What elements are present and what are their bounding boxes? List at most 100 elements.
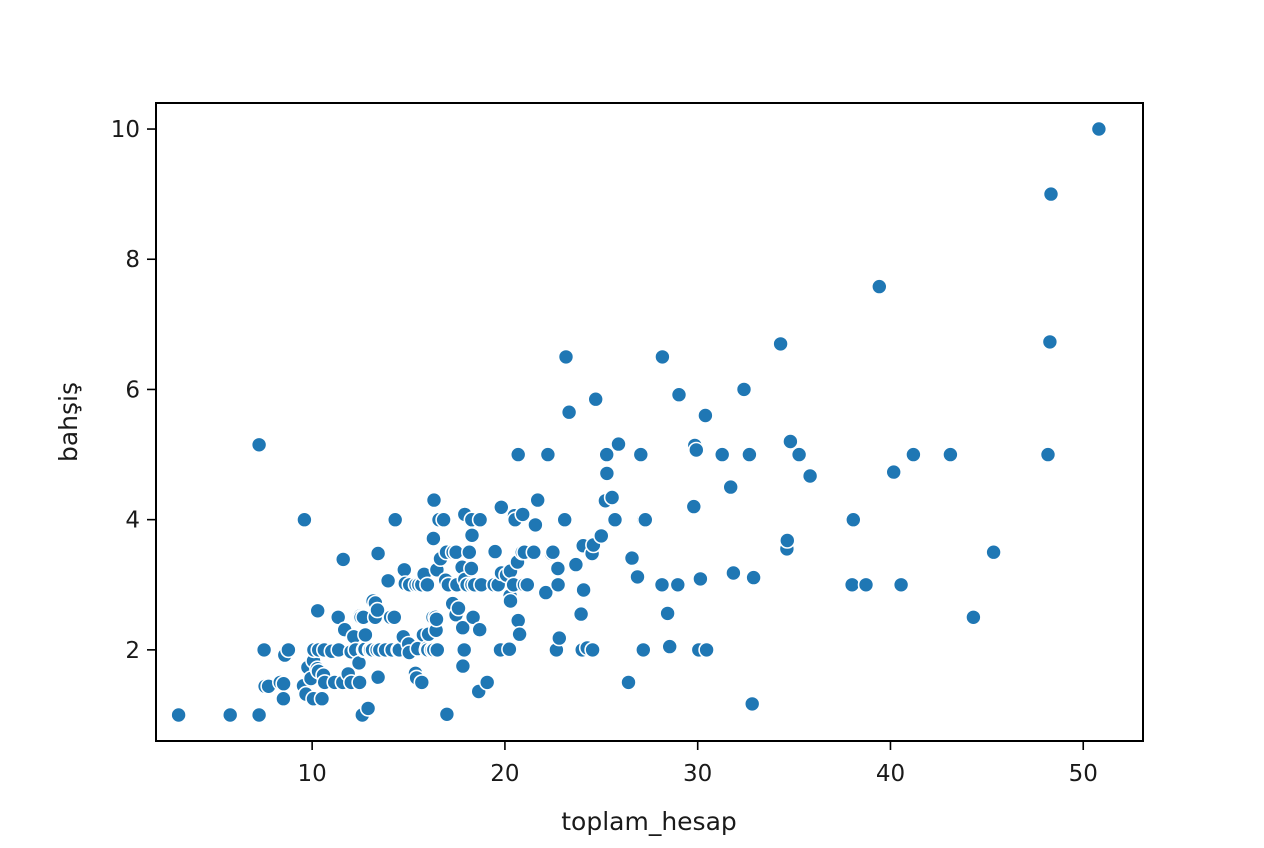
data-point <box>885 463 903 481</box>
x-axis-label: toplam_hesap <box>561 807 737 836</box>
data-point <box>359 700 377 717</box>
data-point <box>250 706 268 724</box>
data-point <box>659 605 676 622</box>
data-point <box>722 478 740 496</box>
points-layer <box>170 120 1108 724</box>
data-point <box>550 629 568 647</box>
data-point <box>309 602 327 620</box>
data-point <box>529 491 547 509</box>
data-point <box>801 467 819 485</box>
data-point <box>428 610 445 628</box>
y-tick-label: 6 <box>125 377 140 403</box>
data-point <box>653 576 671 594</box>
y-tick-label: 4 <box>125 508 140 534</box>
data-point <box>514 506 532 523</box>
data-point <box>782 433 799 450</box>
data-point <box>654 348 671 366</box>
data-point <box>509 612 527 629</box>
data-point <box>395 561 413 579</box>
data-point <box>471 621 489 639</box>
data-point <box>857 576 875 594</box>
data-point <box>527 516 544 534</box>
data-point <box>460 543 478 561</box>
data-point <box>255 641 273 659</box>
x-axis: 10 20 30 40 50 <box>298 741 1098 787</box>
x-tick-label: 40 <box>876 761 905 787</box>
data-point <box>575 581 592 599</box>
y-tick-label: 10 <box>111 117 140 143</box>
data-point <box>419 576 436 594</box>
data-point <box>743 695 761 713</box>
data-point <box>713 446 731 463</box>
data-point <box>296 511 313 529</box>
data-point <box>965 608 982 626</box>
data-point <box>525 543 543 561</box>
data-point <box>250 436 268 454</box>
data-point <box>620 674 637 691</box>
data-point <box>450 599 467 617</box>
data-point <box>463 560 480 577</box>
data-point <box>687 441 705 459</box>
data-point <box>572 605 590 623</box>
data-point <box>670 386 688 404</box>
data-point <box>369 668 387 686</box>
data-point <box>313 690 331 708</box>
data-point <box>692 570 709 588</box>
x-tick-label: 20 <box>490 761 519 787</box>
x-tick-label: 30 <box>683 761 712 787</box>
data-point <box>537 584 555 601</box>
data-point <box>544 543 562 561</box>
data-point <box>741 446 758 463</box>
data-point <box>556 511 574 529</box>
data-point <box>369 545 387 562</box>
x-tick-label: 50 <box>1069 761 1098 787</box>
y-axis-label: bahşiş <box>54 382 83 462</box>
data-point <box>413 674 431 691</box>
data-point <box>606 511 624 529</box>
data-point <box>560 403 578 421</box>
y-tick-label: 2 <box>125 638 140 664</box>
data-point <box>685 498 703 515</box>
data-point <box>697 407 714 424</box>
data-point <box>454 619 472 637</box>
data-point <box>632 446 650 463</box>
y-axis: 2 4 6 8 10 <box>111 117 156 664</box>
data-point <box>698 641 715 659</box>
data-point <box>1041 333 1059 351</box>
data-point <box>492 498 510 516</box>
data-point <box>843 576 861 594</box>
data-point <box>603 489 621 506</box>
data-point <box>221 706 239 724</box>
data-point <box>334 551 352 568</box>
data-point <box>386 511 404 529</box>
data-point <box>425 491 443 509</box>
data-point <box>985 543 1002 561</box>
data-point <box>584 641 601 659</box>
data-point <box>772 335 789 353</box>
data-point <box>425 530 442 547</box>
x-tick-label: 10 <box>298 761 327 787</box>
data-point <box>623 549 641 567</box>
data-point <box>509 446 527 463</box>
data-point <box>463 526 481 544</box>
data-point <box>502 592 519 610</box>
data-point <box>486 543 504 560</box>
data-point <box>435 511 452 529</box>
data-point <box>598 446 616 463</box>
data-point <box>511 625 528 643</box>
data-point <box>629 568 646 586</box>
data-point <box>539 446 557 463</box>
data-point <box>870 278 888 295</box>
data-point <box>610 435 627 453</box>
data-point <box>280 641 297 659</box>
data-point <box>905 446 922 463</box>
data-point <box>598 465 616 482</box>
data-point <box>351 674 368 691</box>
data-point <box>892 576 910 594</box>
data-point <box>385 608 403 626</box>
data-point <box>549 576 567 594</box>
data-point <box>1090 120 1108 138</box>
data-point <box>636 511 654 529</box>
